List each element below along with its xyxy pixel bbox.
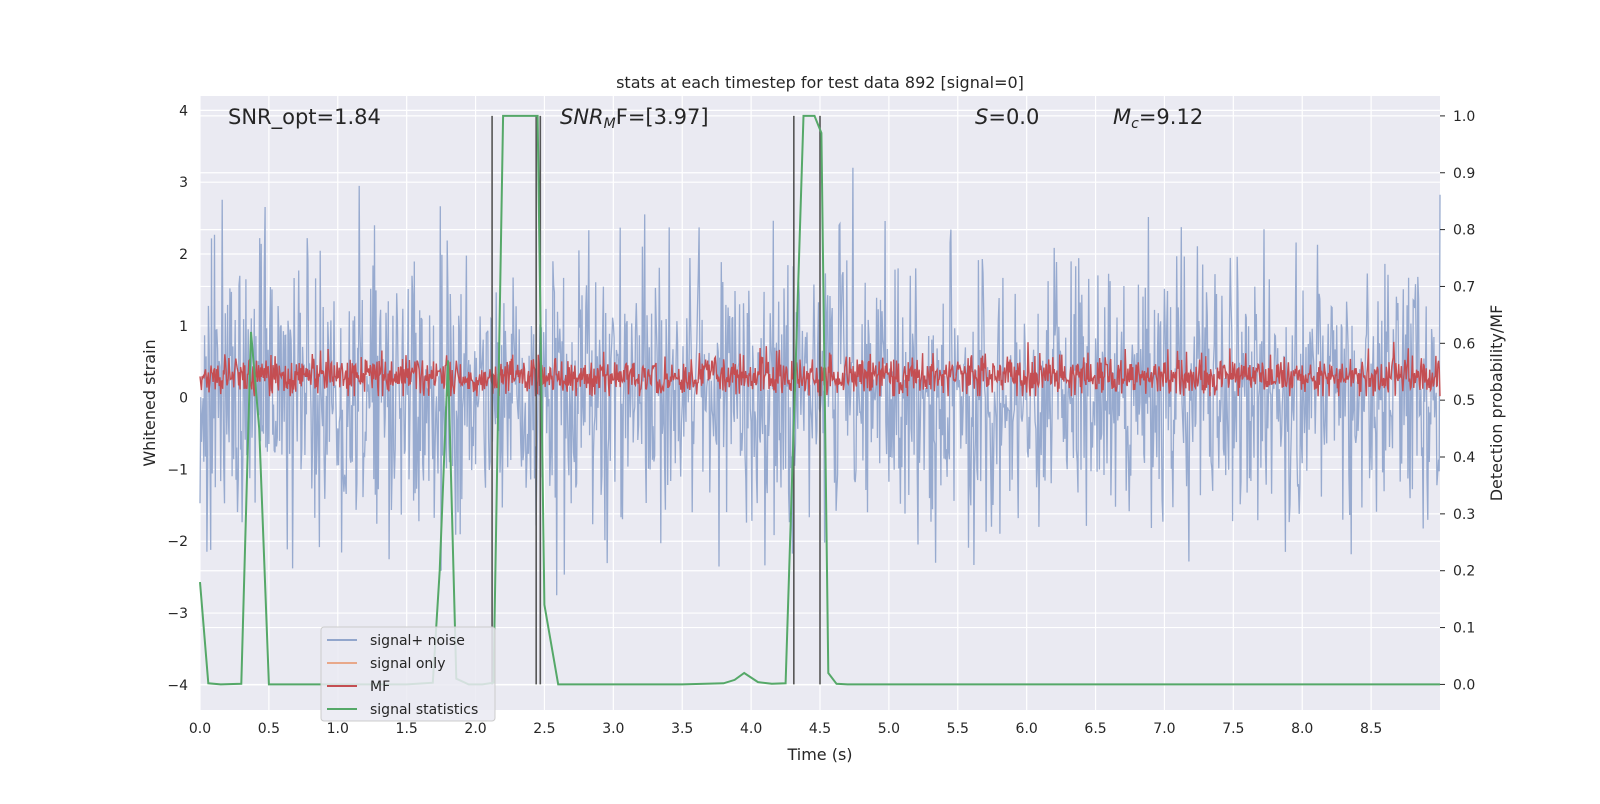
annotation-snr-mf: SNRMF=[3.97] (560, 105, 709, 132)
y-tick-label-right: 0.7 (1453, 279, 1475, 295)
annotation-snr-mf-rest: F=[3.97] (616, 105, 709, 129)
legend-label-signal-noise: signal+ noise (370, 633, 465, 649)
series-signal-statistics (199, 114, 1440, 686)
x-tick-label: 6.5 (1084, 721, 1106, 737)
y-tick-label-right: 0.8 (1453, 223, 1475, 239)
x-tick-label: 8.0 (1291, 721, 1313, 737)
y-tick-label-left: −3 (167, 606, 188, 622)
y-tick-label-right: 0.4 (1453, 450, 1475, 466)
annotation-s: S=0.0 (975, 105, 1039, 129)
y-tick-labels-right: 0.0 0.1 0.2 0.3 0.4 0.5 0.6 0.7 0.8 0.9 1.0 (1440, 109, 1475, 693)
x-tick-label: 1.5 (396, 721, 418, 737)
legend: signal+ noise signal only MF signal stat… (320, 626, 496, 722)
annotation-mc: Mc=9.12 (1113, 105, 1203, 132)
x-tick-label: 0.5 (258, 721, 280, 737)
y-tick-label-left: 3 (179, 175, 188, 191)
annotation-mc-base: M (1113, 105, 1131, 129)
y-tick-label-right: 0.1 (1453, 621, 1475, 637)
x-tick-label: 2.0 (464, 721, 486, 737)
x-tick-label: 5.0 (878, 721, 900, 737)
annotation-mc-rest: =9.12 (1139, 105, 1203, 129)
x-tick-label: 0.0 (189, 721, 211, 737)
y-tick-label-left: −1 (167, 462, 188, 478)
y-tick-label-left: −2 (167, 534, 188, 550)
x-tick-label: 6.0 (1016, 721, 1038, 737)
annotation-snr-mf-base: SNR (560, 105, 604, 129)
y-axis-label-right: Detection probability/MF (1487, 305, 1506, 502)
legend-label-signal-only: signal only (370, 656, 445, 672)
chart-title: stats at each timestep for test data 892… (616, 73, 1024, 92)
x-tick-label: 2.5 (533, 721, 555, 737)
y-tick-label-right: 0.2 (1453, 564, 1475, 580)
legend-box (320, 626, 496, 722)
y-tick-label-right: 0.6 (1453, 336, 1475, 352)
annotation-s-rest: =0.0 (988, 105, 1039, 129)
annotation-s-italic: S (975, 105, 988, 129)
x-tick-label: 7.5 (1222, 721, 1244, 737)
signal-statistics-series (199, 114, 1440, 686)
x-tick-label: 8.5 (1360, 721, 1382, 737)
legend-label-signal-statistics: signal statistics (370, 702, 478, 718)
y-tick-label-left: 2 (179, 247, 188, 263)
y-tick-labels-left: −4 −3 −2 −1 0 1 2 3 4 (167, 103, 188, 694)
y-tick-label-right: 0.9 (1453, 166, 1475, 182)
x-tick-label: 4.0 (740, 721, 762, 737)
y-tick-label-right: 1.0 (1453, 109, 1475, 125)
annotation-snr-opt: SNR_opt=1.84 (228, 105, 381, 130)
annotation-mc-sub: c (1131, 116, 1139, 132)
y-tick-label-right: 0.0 (1453, 677, 1475, 693)
legend-label-mf: MF (370, 679, 390, 695)
y-tick-label-left: 1 (179, 319, 188, 335)
x-tick-labels: 0.0 0.5 1.0 1.5 2.0 2.5 3.0 3.5 4.0 4.5 5.0 5.5 6.0 6… (189, 721, 1382, 737)
y-axis-label-left: Whitened strain (140, 339, 159, 466)
x-tick-label: 3.0 (602, 721, 624, 737)
x-tick-label: 3.5 (671, 721, 693, 737)
y-tick-label-left: 4 (179, 103, 188, 119)
x-tick-label: 7.0 (1153, 721, 1175, 737)
y-tick-label-left: 0 (179, 391, 188, 407)
x-tick-label: 4.5 (809, 721, 831, 737)
annotation-snr-mf-sub: M (604, 116, 616, 132)
y-tick-label-left: −4 (167, 678, 188, 694)
y-tick-label-right: 0.5 (1453, 393, 1475, 409)
x-axis-label: Time (s) (786, 745, 852, 764)
y-tick-label-right: 0.3 (1453, 507, 1475, 523)
x-tick-label: 5.5 (947, 721, 969, 737)
x-tick-label: 1.0 (327, 721, 349, 737)
